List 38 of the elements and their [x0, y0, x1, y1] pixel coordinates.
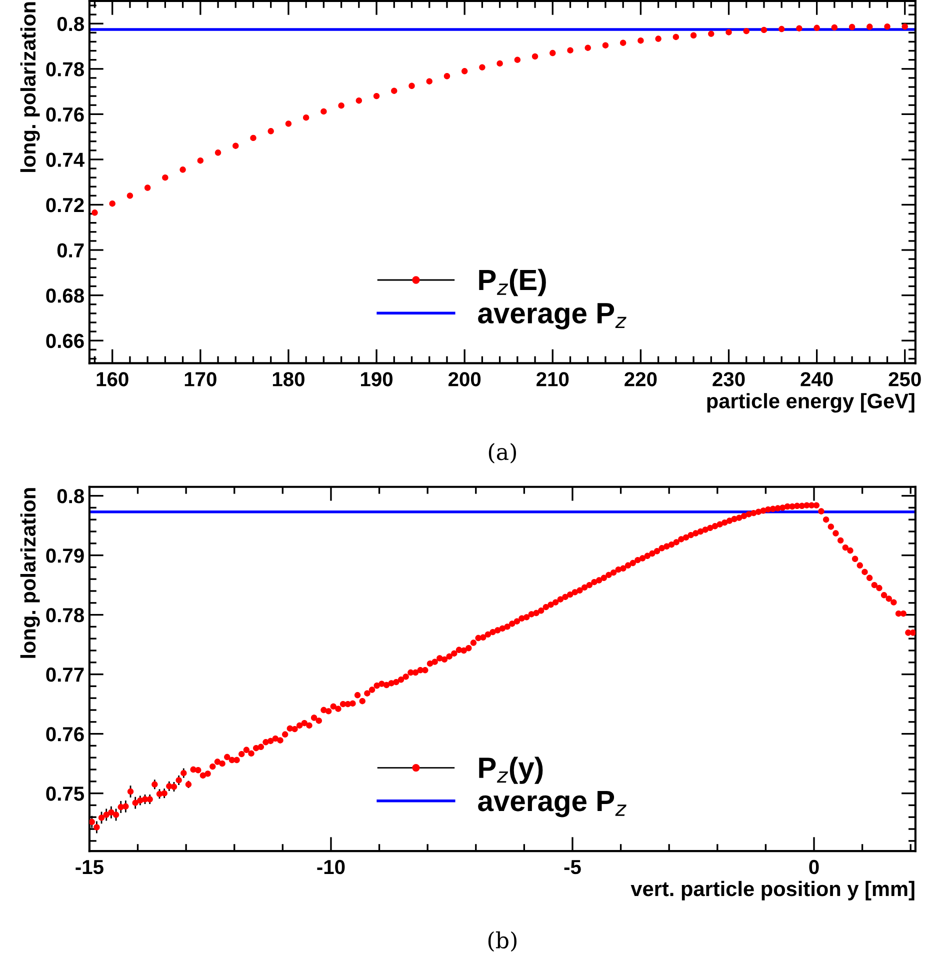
y-tick-label: 0.8	[57, 489, 84, 504]
y-tick-label: 0.66	[46, 334, 84, 348]
y-tick-label: 0.76	[46, 107, 84, 122]
y-tick-label: 0.77	[46, 668, 84, 682]
y-tick-label: 0.78	[46, 62, 84, 76]
x-tick-label: -15	[76, 860, 104, 874]
text: (b)	[488, 931, 516, 952]
x-tick-label: -5	[564, 860, 581, 874]
x-tick-label: 180	[272, 372, 304, 386]
x-tick-label: 230	[712, 372, 745, 386]
legend-label: average P$_{z}$	[478, 790, 626, 818]
y-axis-title: long. polarization	[20, 2, 40, 172]
y-tick-label: 0.74	[46, 152, 84, 167]
x-tick-label: 200	[448, 372, 481, 386]
y-tick-label: 0.78	[46, 608, 84, 622]
legend-label: average P$_{z}$	[478, 303, 626, 330]
x-axis-title: particle energy [GeV]	[707, 393, 914, 413]
x-tick-label: 210	[536, 372, 569, 386]
y-tick-label: 0.76	[46, 727, 84, 742]
y-tick-label: 0.8	[57, 16, 84, 32]
x-tick-label: -10	[317, 860, 345, 874]
y-tick-label: 0.7	[57, 243, 84, 258]
x-tick-label: 0	[809, 860, 819, 874]
x-tick-label: 160	[96, 372, 128, 386]
x-axis-title: vert. particle position y [mm]	[630, 880, 914, 900]
y-tick-label: 0.75	[46, 786, 84, 801]
x-tick-label: 240	[800, 372, 833, 386]
legend-label: P$_{z}$(y)	[479, 756, 543, 784]
y-tick-label: 0.68	[46, 288, 84, 303]
x-tick-label: 190	[360, 372, 392, 386]
x-tick-label: 170	[184, 372, 216, 386]
y-axis-title: long. polarization	[20, 488, 40, 658]
legend-label: P$_{z}$(E)	[479, 268, 546, 296]
y-tick-label: 0.79	[46, 548, 84, 563]
text: (a)	[488, 443, 516, 464]
x-tick-label: 220	[624, 372, 657, 386]
y-tick-label: 0.72	[46, 198, 84, 212]
x-tick-label: 250	[888, 372, 921, 386]
